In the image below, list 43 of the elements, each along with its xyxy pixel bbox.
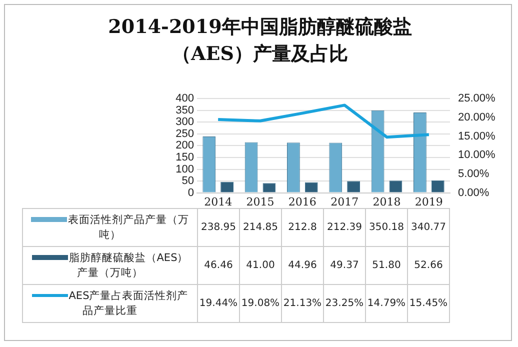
y-tick-label: 300 xyxy=(176,116,194,128)
data-label: 19.44% xyxy=(198,284,240,322)
data-label: 14.79% xyxy=(366,284,408,322)
x-tick-label: 2014 xyxy=(204,195,232,208)
data-label: 212.8 xyxy=(282,208,324,246)
data-label: 23.25% xyxy=(324,284,366,322)
data-label: 49.37 xyxy=(324,246,366,284)
y-tick-label: 350 xyxy=(176,104,194,116)
y2-tick-label: 5.00% xyxy=(458,168,490,180)
data-label: 15.45% xyxy=(408,284,450,322)
y-tick-label: 200 xyxy=(176,140,194,152)
x-tick-label: 2018 xyxy=(372,195,401,208)
data-label: 44.96 xyxy=(282,246,324,284)
y-tick-label: 100 xyxy=(176,163,194,176)
data-label: 214.85 xyxy=(240,208,282,246)
data-label: 19.08% xyxy=(240,284,282,322)
y-tick-label: 400 xyxy=(176,92,194,105)
data-label: 350.18 xyxy=(366,208,408,246)
chart-title: 2014-2019年中国脂肪醇醚硫酸盐（AES）产量及占比 xyxy=(107,15,413,67)
data-label: 21.13% xyxy=(282,284,324,322)
x-tick-label: 2016 xyxy=(288,195,316,208)
data-label: 52.66 xyxy=(408,246,450,284)
data-label: 340.77 xyxy=(408,208,450,246)
x-tick-label: 2015 xyxy=(246,195,274,208)
legend-label: 脂肪醇醚硫酸盐（AES）产量（万吨） xyxy=(68,252,188,278)
y2-tick-label: 25.00% xyxy=(458,92,496,105)
y2-tick-label: 0.00% xyxy=(458,186,490,199)
data-label: 46.46 xyxy=(198,246,240,284)
y-tick-label: 250 xyxy=(176,128,194,140)
y-tick-label: 0 xyxy=(188,186,194,199)
y2-tick-label: 15.00% xyxy=(458,130,496,142)
y2-tick-label: 10.00% xyxy=(458,149,496,162)
legend-label: 表面活性剂产品产量（万吨） xyxy=(68,214,189,240)
x-tick-label: 2017 xyxy=(330,195,359,208)
x-tick-label: 2019 xyxy=(414,195,443,208)
legend-label: AES产量占表面活性剂产品产量比重 xyxy=(68,290,188,316)
y-tick-label: 150 xyxy=(176,152,194,164)
data-label: 51.80 xyxy=(366,246,408,284)
data-label: 212.39 xyxy=(324,208,366,246)
y2-tick-label: 20.00% xyxy=(458,111,496,124)
data-label: 238.95 xyxy=(198,208,240,246)
data-label: 41.00 xyxy=(240,246,282,284)
y-tick-label: 50 xyxy=(182,175,194,188)
